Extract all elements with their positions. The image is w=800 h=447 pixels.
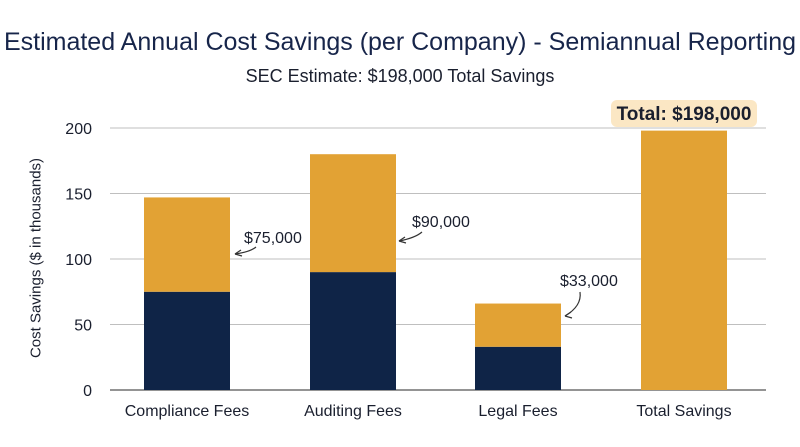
bar-gold-2 <box>475 303 561 347</box>
bar-gold-0 <box>144 197 230 292</box>
y-tick-label: 100 <box>65 252 92 269</box>
x-tick-label: Compliance Fees <box>125 403 250 420</box>
annotation-label: $75,000 <box>244 230 302 247</box>
bar-dark-0 <box>144 291 230 390</box>
annotation-arrow <box>564 291 581 317</box>
y-tick-label: 50 <box>74 318 92 335</box>
annotation-label: $90,000 <box>412 214 470 231</box>
y-tick-label: 200 <box>65 121 92 138</box>
bar-dark-2 <box>475 346 561 390</box>
chart-title: Estimated Annual Cost Savings (per Compa… <box>3 28 797 56</box>
x-tick-label: Total Savings <box>636 403 731 420</box>
annotation-arrow <box>234 246 257 255</box>
bar-gold-1 <box>310 154 396 273</box>
annotation-label: $33,000 <box>560 273 618 290</box>
annotation-arrow <box>398 231 423 242</box>
annotation-arrowhead <box>234 249 243 257</box>
annotation-arrowhead <box>398 236 407 244</box>
x-tick-label: Auditing Fees <box>304 403 402 420</box>
y-tick-label: 0 <box>83 383 92 400</box>
x-tick-label: Legal Fees <box>478 403 557 420</box>
y-tick-label: 150 <box>65 187 92 204</box>
bar-dark-1 <box>310 272 396 390</box>
total-label-highlight <box>611 100 757 127</box>
annotation-arrowhead <box>564 311 573 319</box>
total-annotation: Total: $198,000 <box>617 104 752 125</box>
bar-gold-3 <box>641 130 727 390</box>
chart-subtitle: SEC Estimate: $198,000 Total Savings <box>245 66 555 86</box>
